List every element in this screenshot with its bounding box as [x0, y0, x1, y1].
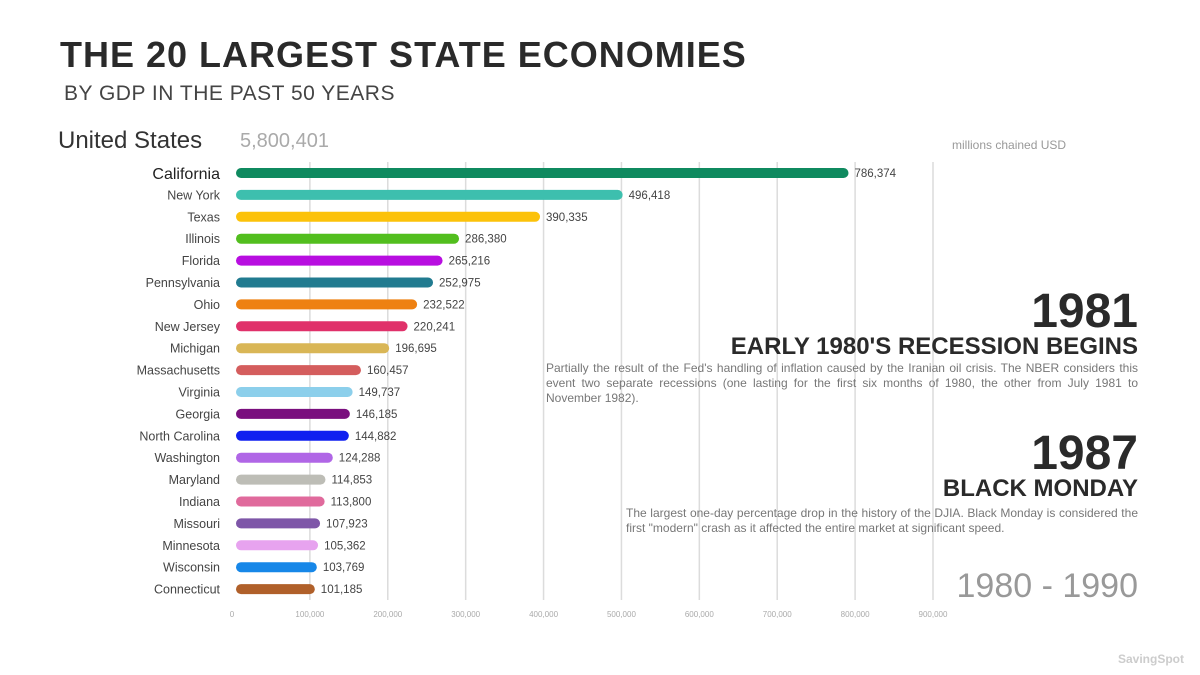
bar: [236, 168, 849, 178]
chart-title: THE 20 LARGEST STATE ECONOMIES: [60, 34, 747, 75]
event-1981: 1981 EARLY 1980'S RECESSION BEGINS: [538, 284, 1138, 361]
x-tick-label: 0: [230, 610, 235, 619]
value-label: 101,185: [321, 584, 363, 596]
value-label: 232,522: [423, 299, 465, 311]
units-label: millions chained USD: [952, 138, 1067, 152]
brand-logo: SavingSpot: [1117, 652, 1184, 666]
category-label: California: [152, 166, 220, 183]
period-label: 1980 - 1990: [956, 567, 1139, 605]
category-label: Texas: [187, 210, 220, 224]
x-tick-label: 600,000: [685, 610, 714, 619]
category-label: Virginia: [179, 386, 221, 400]
bar: [236, 408, 350, 419]
category-label: New York: [167, 188, 221, 202]
value-label: 144,882: [355, 431, 397, 443]
category-label: Michigan: [170, 342, 220, 356]
value-label: 252,975: [439, 278, 481, 290]
event-year: 1987: [1031, 427, 1138, 480]
x-tick-label: 200,000: [373, 610, 402, 619]
bar: [236, 211, 541, 222]
value-label: 160,457: [367, 365, 409, 377]
category-label: Ohio: [194, 298, 220, 312]
x-tick-label: 500,000: [607, 610, 636, 619]
x-tick-label: 300,000: [451, 610, 480, 619]
value-label: 124,288: [339, 453, 381, 465]
event-headline: EARLY 1980'S RECESSION BEGINS: [730, 333, 1138, 360]
event-year: 1981: [1031, 285, 1138, 338]
bar: [236, 299, 418, 310]
event-description: Partially the result of the Fed's handli…: [546, 361, 1138, 405]
value-label: 220,241: [414, 321, 456, 333]
total-label: United States: [58, 127, 203, 154]
bar: [236, 562, 317, 573]
x-tick-label: 100,000: [295, 610, 324, 619]
value-label: 114,853: [331, 475, 372, 487]
x-tick-label: 400,000: [529, 610, 558, 619]
event-description: The largest one-day percentage drop in t…: [626, 506, 1138, 535]
category-label: Indiana: [179, 495, 220, 509]
bar: [236, 496, 325, 507]
bar: [236, 452, 333, 463]
category-label: North Carolina: [139, 429, 220, 443]
value-label: 390,335: [546, 212, 588, 224]
category-label: Washington: [154, 451, 220, 465]
value-label: 105,362: [324, 540, 366, 552]
value-label: 146,185: [356, 409, 398, 421]
category-label: Wisconsin: [163, 561, 220, 575]
chart-subtitle: BY GDP IN THE PAST 50 YEARS: [64, 82, 395, 105]
category-label: New Jersey: [155, 320, 221, 334]
value-label: 265,216: [449, 256, 491, 268]
value-label: 113,800: [331, 497, 372, 509]
category-label: Minnesota: [162, 539, 220, 553]
bar: [236, 365, 361, 376]
bar: [236, 343, 390, 354]
value-label: 103,769: [323, 562, 365, 574]
bar: [236, 233, 460, 244]
bar: [236, 540, 319, 551]
bar: [236, 518, 321, 529]
value-label: 149,737: [359, 387, 401, 399]
category-label: Connecticut: [154, 583, 221, 597]
x-tick-label: 700,000: [763, 610, 792, 619]
category-label: Illinois: [185, 232, 220, 246]
category-label: Maryland: [169, 473, 220, 487]
value-label: 786,374: [854, 168, 896, 180]
x-tick-label: 800,000: [841, 610, 870, 619]
bar: [236, 189, 623, 200]
value-label: 196,695: [395, 343, 437, 355]
category-label: Pennsylvania: [146, 276, 220, 290]
bar: [236, 387, 353, 397]
category-label: Missouri: [173, 517, 220, 531]
event-headline: BLACK MONDAY: [942, 475, 1138, 502]
bar: [236, 584, 315, 595]
bar: [236, 255, 443, 266]
x-tick-label: 900,000: [919, 610, 948, 619]
bar: [236, 474, 326, 485]
category-label: Massachusetts: [137, 364, 220, 378]
value-label: 286,380: [465, 234, 507, 246]
category-label: Georgia: [176, 407, 221, 421]
bar: [236, 277, 434, 288]
bar: [236, 430, 349, 441]
value-label: 496,418: [629, 190, 671, 202]
event-1987: 1987 BLACK MONDAY: [538, 426, 1138, 503]
value-label: 107,923: [326, 518, 368, 530]
category-label: Florida: [182, 254, 220, 268]
total-value: 5,800,401: [240, 130, 329, 152]
bar: [236, 321, 408, 332]
